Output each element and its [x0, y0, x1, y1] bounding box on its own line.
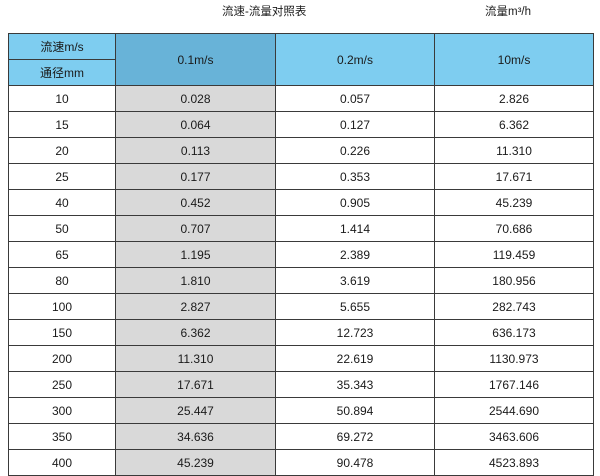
cell-nominal-diameter: 250: [8, 371, 116, 398]
cell-flow-at-0.2ms: 22.619: [275, 345, 435, 372]
header-velocity-0.1: 0.1m/s: [115, 33, 276, 86]
cell-flow-at-10ms: 1130.973: [434, 345, 594, 372]
table-body: 10 0.028 0.057 2.826 15 0.064 0.127 6.362 20 0.11…: [8, 85, 594, 476]
table-row: 200 11.310 22.619 1130.973: [8, 345, 594, 372]
cell-nominal-diameter: 300: [8, 397, 116, 424]
cell-nominal-diameter: 20: [8, 137, 116, 164]
cell-nominal-diameter: 350: [8, 423, 116, 450]
flow-table-container: 流速m/s 0.1m/s 0.2m/s 10m/s 通径mm 10 0.028 0.…: [8, 33, 594, 476]
cell-nominal-diameter: 80: [8, 267, 116, 294]
table-row: 65 1.195 2.389 119.459: [8, 241, 594, 268]
cell-flow-at-0.2ms: 0.127: [275, 111, 435, 138]
cell-flow-at-0.1ms: 11.310: [115, 345, 276, 372]
cell-flow-at-0.1ms: 1.195: [115, 241, 276, 268]
cell-nominal-diameter: 40: [8, 189, 116, 216]
caption-strip: 流速-流量对照表 流量m³/h: [0, 0, 600, 33]
cell-flow-at-0.1ms: 2.827: [115, 293, 276, 320]
table-row: 50 0.707 1.414 70.686: [8, 215, 594, 242]
cell-flow-at-10ms: 1767.146: [434, 371, 594, 398]
cell-nominal-diameter: 100: [8, 293, 116, 320]
cell-flow-at-10ms: 70.686: [434, 215, 594, 242]
table-row: 150 6.362 12.723 636.173: [8, 319, 594, 346]
header-row-bottom: 通径mm: [8, 59, 594, 86]
cell-flow-at-0.1ms: 0.113: [115, 137, 276, 164]
cell-flow-at-10ms: 2.826: [434, 85, 594, 112]
header-velocity-10: 10m/s: [434, 33, 594, 86]
table-row: 80 1.810 3.619 180.956: [8, 267, 594, 294]
cell-nominal-diameter: 15: [8, 111, 116, 138]
table-row: 25 0.177 0.353 17.671: [8, 163, 594, 190]
header-velocity-label: 流速m/s: [8, 33, 116, 60]
cell-flow-at-0.2ms: 0.057: [275, 85, 435, 112]
cell-flow-at-0.1ms: 17.671: [115, 371, 276, 398]
cell-flow-at-10ms: 282.743: [434, 293, 594, 320]
table-row: 10 0.028 0.057 2.826: [8, 85, 594, 112]
cell-flow-at-0.1ms: 0.707: [115, 215, 276, 242]
table-row: 250 17.671 35.343 1767.146: [8, 371, 594, 398]
cell-flow-at-0.1ms: 0.028: [115, 85, 276, 112]
cell-flow-at-0.2ms: 1.414: [275, 215, 435, 242]
cell-flow-at-0.2ms: 90.478: [275, 449, 435, 476]
cell-flow-at-10ms: 6.362: [434, 111, 594, 138]
table-row: 15 0.064 0.127 6.362: [8, 111, 594, 138]
cell-flow-at-10ms: 180.956: [434, 267, 594, 294]
cell-flow-at-0.1ms: 1.810: [115, 267, 276, 294]
table-row: 20 0.113 0.226 11.310: [8, 137, 594, 164]
cell-nominal-diameter: 10: [8, 85, 116, 112]
cell-flow-at-10ms: 636.173: [434, 319, 594, 346]
cell-flow-at-0.1ms: 45.239: [115, 449, 276, 476]
cell-flow-at-10ms: 11.310: [434, 137, 594, 164]
cell-nominal-diameter: 25: [8, 163, 116, 190]
cell-flow-at-0.2ms: 12.723: [275, 319, 435, 346]
cell-nominal-diameter: 65: [8, 241, 116, 268]
cell-flow-at-10ms: 17.671: [434, 163, 594, 190]
cell-flow-at-0.1ms: 0.177: [115, 163, 276, 190]
page-title: 流速-流量对照表: [222, 6, 307, 18]
cell-flow-at-0.2ms: 69.272: [275, 423, 435, 450]
cell-flow-at-0.2ms: 2.389: [275, 241, 435, 268]
table-row: 350 34.636 69.272 3463.606: [8, 423, 594, 450]
cell-flow-at-10ms: 4523.893: [434, 449, 594, 476]
header-row-top: 流速m/s 0.1m/s 0.2m/s 10m/s: [8, 33, 594, 86]
cell-flow-at-0.1ms: 25.447: [115, 397, 276, 424]
header-velocity-0.2: 0.2m/s: [275, 33, 435, 86]
cell-flow-at-0.1ms: 0.452: [115, 189, 276, 216]
cell-flow-at-0.1ms: 0.064: [115, 111, 276, 138]
header-diameter-label: 通径mm: [8, 59, 116, 86]
flow-unit-note: 流量m³/h: [485, 6, 531, 18]
cell-flow-at-0.1ms: 6.362: [115, 319, 276, 346]
cell-flow-at-0.2ms: 35.343: [275, 371, 435, 398]
cell-flow-at-10ms: 45.239: [434, 189, 594, 216]
cell-nominal-diameter: 400: [8, 449, 116, 476]
cell-flow-at-10ms: 2544.690: [434, 397, 594, 424]
cell-nominal-diameter: 150: [8, 319, 116, 346]
cell-nominal-diameter: 50: [8, 215, 116, 242]
cell-flow-at-0.2ms: 50.894: [275, 397, 435, 424]
cell-flow-at-0.2ms: 3.619: [275, 267, 435, 294]
table-row: 300 25.447 50.894 2544.690: [8, 397, 594, 424]
cell-flow-at-0.2ms: 5.655: [275, 293, 435, 320]
cell-flow-at-10ms: 119.459: [434, 241, 594, 268]
table-row: 100 2.827 5.655 282.743: [8, 293, 594, 320]
flow-rate-table: 流速m/s 0.1m/s 0.2m/s 10m/s 通径mm 10 0.028 0.…: [8, 33, 594, 476]
cell-flow-at-10ms: 3463.606: [434, 423, 594, 450]
table-row: 400 45.239 90.478 4523.893: [8, 449, 594, 476]
table-header: 流速m/s 0.1m/s 0.2m/s 10m/s 通径mm: [8, 33, 594, 86]
cell-flow-at-0.1ms: 34.636: [115, 423, 276, 450]
cell-flow-at-0.2ms: 0.353: [275, 163, 435, 190]
cell-nominal-diameter: 200: [8, 345, 116, 372]
cell-flow-at-0.2ms: 0.226: [275, 137, 435, 164]
cell-flow-at-0.2ms: 0.905: [275, 189, 435, 216]
table-row: 40 0.452 0.905 45.239: [8, 189, 594, 216]
